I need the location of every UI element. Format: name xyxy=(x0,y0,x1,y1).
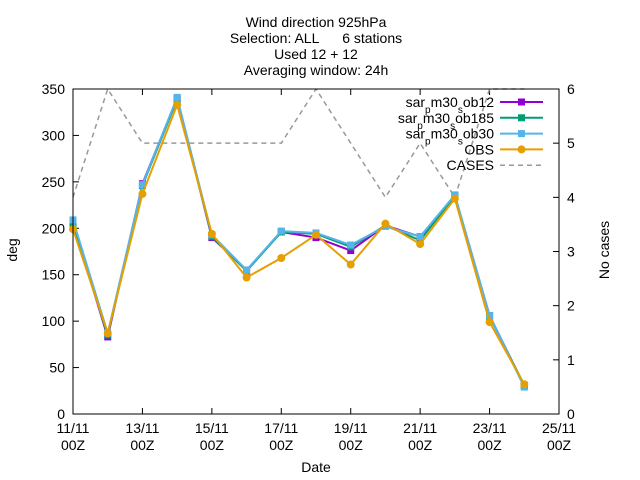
data-point xyxy=(138,189,147,198)
x-tick-label-time: 00Z xyxy=(339,437,364,453)
series-line xyxy=(72,96,526,388)
title-line-1: Wind direction 925hPa xyxy=(246,14,387,30)
data-point xyxy=(416,233,424,241)
x-tick-label-date: 23/11 xyxy=(473,420,507,436)
y2-tick-label: 4 xyxy=(567,189,575,205)
data-point xyxy=(207,229,216,238)
y-tick-label: 150 xyxy=(42,267,66,283)
x-tick-label-date: 17/11 xyxy=(264,420,298,436)
y-axis-label: deg xyxy=(4,238,20,261)
legend-label: sarpm30sob185 xyxy=(398,110,494,132)
data-point xyxy=(346,260,355,269)
series-line xyxy=(72,98,526,386)
title-line-3: Used 12 + 12 xyxy=(274,46,358,62)
x-tick-label-date: 19/11 xyxy=(334,420,368,436)
legend-label: sarpm30sob30 xyxy=(406,126,495,148)
data-point xyxy=(242,273,251,282)
x-tick-label-date: 21/11 xyxy=(403,420,437,436)
legend-label: OBS xyxy=(464,141,494,157)
x-tick-label-date: 25/11 xyxy=(542,420,576,436)
y-tick-label: 200 xyxy=(42,220,66,236)
legend: sarpm30sob12sarpm30sob185sarpm30sob30OBS… xyxy=(398,94,543,173)
y-tick-label: 50 xyxy=(49,360,65,376)
data-point xyxy=(243,266,251,274)
data-point xyxy=(173,93,181,101)
legend-item: OBS xyxy=(464,141,543,157)
y2-tick-label: 0 xyxy=(567,406,575,422)
legend-sample-marker xyxy=(518,114,525,122)
y-tick-label: 250 xyxy=(42,174,66,190)
legend-item: sarpm30sob185 xyxy=(398,110,543,132)
title-line-4: Averaging window: 24h xyxy=(244,62,389,78)
legend-item: CASES xyxy=(447,157,543,173)
series-cases xyxy=(72,88,525,199)
series-line xyxy=(72,88,525,199)
data-point xyxy=(103,329,112,338)
x-tick-label-date: 11/11 xyxy=(57,420,90,436)
data-point xyxy=(416,240,425,249)
data-point xyxy=(520,380,529,389)
x-tick-label-date: 15/11 xyxy=(195,420,229,436)
data-point xyxy=(486,312,494,320)
y-tick-label: 0 xyxy=(57,406,65,422)
data-point xyxy=(347,247,355,255)
y-tick-label: 300 xyxy=(42,127,66,143)
data-point xyxy=(347,241,355,249)
data-point xyxy=(277,227,285,235)
legend-sample-marker xyxy=(517,145,526,154)
data-point xyxy=(312,230,320,239)
series-layer xyxy=(69,88,529,391)
legend-sample-marker xyxy=(518,130,525,138)
data-point xyxy=(173,100,182,109)
legend-item: sarpm30sob30 xyxy=(406,126,543,148)
series-line xyxy=(72,103,526,385)
y-tick-label: 100 xyxy=(42,313,66,329)
legend-label: CASES xyxy=(447,157,494,173)
data-point xyxy=(138,181,146,189)
legend-sample-marker xyxy=(518,98,525,106)
y2-tick-label: 3 xyxy=(567,244,575,260)
plot-frame xyxy=(72,88,560,415)
y2-tick-label: 5 xyxy=(567,135,575,151)
chart-title: Wind direction 925hPa Selection: ALL 6 s… xyxy=(230,14,402,78)
y2-tick-label: 1 xyxy=(567,352,575,368)
x-tick-label-time: 00Z xyxy=(269,437,294,453)
y2-axis-label: No cases xyxy=(596,221,612,279)
x-tick-label-time: 00Z xyxy=(547,437,572,453)
data-point xyxy=(450,194,459,203)
x-tick-label-time: 00Z xyxy=(61,437,86,453)
legend-item: sarpm30sob12 xyxy=(406,94,543,116)
x-tick-label-time: 00Z xyxy=(408,437,433,453)
x-tick-label-time: 00Z xyxy=(130,437,155,453)
x-tick-label-time: 00Z xyxy=(200,437,225,453)
legend-label: sarpm30sob12 xyxy=(406,94,495,116)
x-axis-label: Date xyxy=(301,459,331,475)
tick-layer: 050100150200250300350012345611/1100Z13/1… xyxy=(42,81,577,453)
y2-tick-label: 6 xyxy=(567,81,575,97)
y-tick-label: 350 xyxy=(42,81,66,97)
series-obs xyxy=(69,100,529,389)
data-point xyxy=(277,254,286,262)
data-point xyxy=(381,219,390,228)
y2-tick-label: 2 xyxy=(567,298,575,314)
x-tick-label-date: 13/11 xyxy=(125,420,159,436)
data-point xyxy=(485,318,494,327)
title-line-2: Selection: ALL 6 stations xyxy=(230,30,402,46)
x-tick-label-time: 00Z xyxy=(478,437,503,453)
